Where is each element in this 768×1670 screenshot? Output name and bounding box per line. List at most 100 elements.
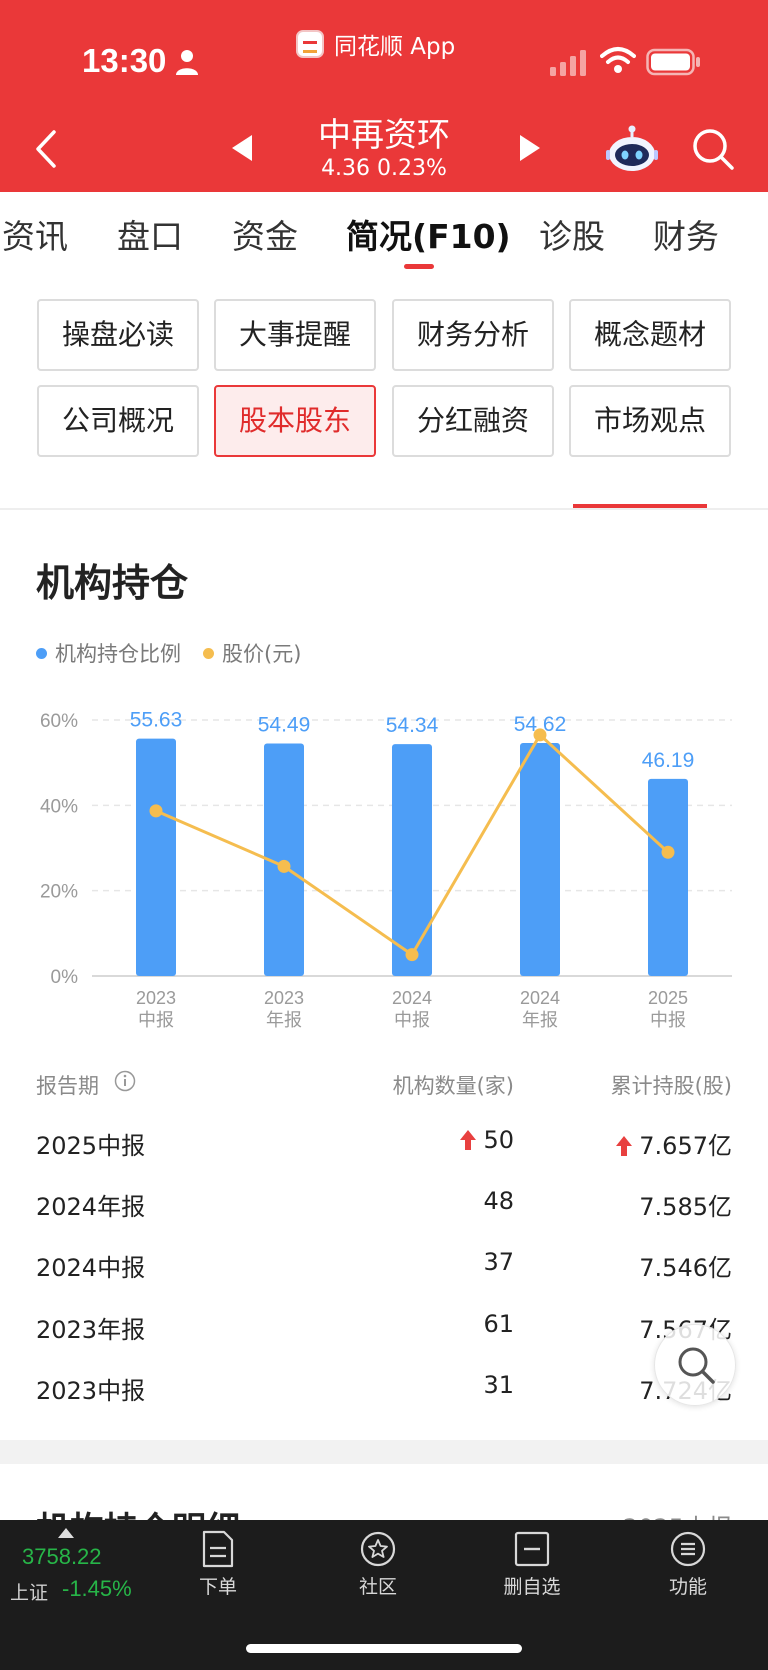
submenu-events[interactable]: 大事提醒 xyxy=(214,299,376,371)
header-period: 报告期 xyxy=(36,1074,99,1098)
submenu-dividends[interactable]: 分红融资 xyxy=(392,385,554,457)
menu-icon xyxy=(670,1531,706,1567)
submenu-concepts[interactable]: 概念题材 xyxy=(569,299,731,371)
cell-period: 2023中报 xyxy=(36,1377,146,1405)
status-bar: 13:30 同花顺 App xyxy=(0,0,768,110)
remove-watchlist-button[interactable]: 删自选 xyxy=(482,1530,582,1599)
search-icon[interactable] xyxy=(690,126,736,172)
cell-count: 37 xyxy=(483,1248,514,1276)
back-icon[interactable] xyxy=(28,124,68,174)
bar xyxy=(392,744,432,976)
bar xyxy=(136,738,176,976)
cell-count-value: 61 xyxy=(483,1310,514,1338)
tab-finance[interactable]: 财务 xyxy=(653,217,719,256)
cell-count-value: 31 xyxy=(483,1371,514,1399)
legend-line-label: 股价(元) xyxy=(222,642,302,666)
x-tick-year: 2024 xyxy=(520,988,560,1008)
index-name: 上证 xyxy=(10,1582,49,1604)
submenu-trading-guide[interactable]: 操盘必读 xyxy=(37,299,199,371)
wifi-icon xyxy=(600,47,636,73)
header-shares: 累计持股(股) xyxy=(610,1074,732,1098)
bar xyxy=(648,778,688,976)
index-value[interactable]: 3758.22 xyxy=(22,1544,102,1569)
price-point xyxy=(405,948,419,962)
app-name: 同花顺 App xyxy=(334,34,456,60)
tab-funds[interactable]: 资金 xyxy=(232,217,298,256)
cell-count: 31 xyxy=(483,1371,514,1399)
table-row[interactable]: 2023中报317.724亿 xyxy=(36,1367,732,1407)
submenu-market-views[interactable]: 市场观点 xyxy=(569,385,731,457)
community-icon xyxy=(360,1531,396,1567)
submenu-company-profile[interactable]: 公司概况 xyxy=(37,385,199,457)
submenu-financial-analysis[interactable]: 财务分析 xyxy=(392,299,554,371)
bar-value-label: 55.63 xyxy=(130,709,183,732)
legend-line: 股价(元) xyxy=(203,638,301,668)
x-tick-year: 2023 xyxy=(136,988,176,1008)
battery-icon xyxy=(646,48,700,76)
cell-count-value: 48 xyxy=(483,1187,514,1215)
robot-assistant-icon[interactable] xyxy=(606,124,658,174)
tab-f10[interactable]: 简况(F10) xyxy=(346,217,511,256)
table-row[interactable]: 2024年报 48 7.585亿 xyxy=(36,1183,732,1223)
functions-button[interactable]: 功能 xyxy=(638,1530,738,1599)
cell-shares-value: 7.585亿 xyxy=(639,1193,732,1221)
table-row[interactable]: 2023年报617.567亿 xyxy=(36,1306,732,1346)
x-tick-year: 2023 xyxy=(264,988,304,1008)
cell-period: 2023年报 xyxy=(36,1316,146,1344)
cell-shares: 7.657亿 xyxy=(615,1126,732,1161)
cell-shares-value: 7.657亿 xyxy=(639,1132,732,1160)
tab-news[interactable]: 资讯 xyxy=(2,217,68,256)
stock-change: 0.23% xyxy=(377,156,447,181)
tab-diagnosis[interactable]: 诊股 xyxy=(539,217,605,256)
home-indicator xyxy=(246,1644,522,1653)
remove-watchlist-icon xyxy=(514,1531,550,1567)
cell-shares-value: 7.546亿 xyxy=(639,1254,732,1282)
cell-count: 50 xyxy=(459,1126,514,1154)
remove-watchlist-label: 删自选 xyxy=(503,1576,561,1598)
holdings-chart: 0% 20% 40% 60% 55.63 54.49 54.34 54.62 46.19 2023… xyxy=(40,709,732,1030)
next-stock-icon[interactable] xyxy=(516,132,544,164)
stock-price: 4.36 xyxy=(321,156,371,181)
x-tick-year: 2025 xyxy=(648,988,688,1008)
floating-search-button[interactable] xyxy=(654,1324,736,1406)
x-tick-period: 年报 xyxy=(522,1010,558,1030)
bar xyxy=(264,743,304,976)
price-point xyxy=(149,804,163,818)
section-divider xyxy=(0,1440,768,1464)
app-header: 13:30 同花顺 App 中再资环 xyxy=(0,0,768,192)
legend-bar-label: 机构持仓比例 xyxy=(55,642,181,666)
tab-bar: 资讯 盘口 资金 简况(F10) 诊股 财务 xyxy=(0,192,768,274)
submenu-shareholders[interactable]: 股本股东 xyxy=(214,385,376,457)
community-label: 社区 xyxy=(358,1576,397,1598)
y-tick-label: 60% xyxy=(40,711,78,732)
table-row[interactable]: 2025中报 50 7.657亿 xyxy=(36,1122,732,1162)
y-tick-label: 20% xyxy=(40,882,78,903)
x-tick-period: 年报 xyxy=(266,1010,302,1030)
bar xyxy=(520,742,560,976)
x-tick-period: 中报 xyxy=(138,1010,174,1030)
status-time: 13:30 xyxy=(82,42,167,79)
up-arrow-icon xyxy=(460,1130,477,1150)
chart-legend: 机构持仓比例 股价(元) xyxy=(36,640,323,666)
index-change: -1.45% xyxy=(62,1576,132,1601)
order-button[interactable]: 下单 xyxy=(168,1530,268,1599)
price-point xyxy=(661,845,675,859)
sub-tab-strip xyxy=(0,470,768,510)
cell-period: 2024年报 xyxy=(36,1193,146,1221)
cell-shares: 7.585亿 xyxy=(639,1187,732,1222)
y-tick-label: 0% xyxy=(51,967,79,988)
stock-quote: 4.36 0.23% xyxy=(284,156,484,181)
price-point xyxy=(277,859,291,873)
functions-label: 功能 xyxy=(668,1576,707,1598)
info-icon[interactable] xyxy=(114,1070,136,1092)
table-row[interactable]: 2024中报 37 7.546亿 xyxy=(36,1244,732,1284)
up-arrow-icon xyxy=(616,1136,633,1156)
prev-stock-icon[interactable] xyxy=(228,132,256,164)
tab-market[interactable]: 盘口 xyxy=(117,217,183,256)
x-tick-year: 2024 xyxy=(392,988,432,1008)
table-header: 报告期 机构数量(家) 累计持股(股) xyxy=(36,1066,732,1100)
community-button[interactable]: 社区 xyxy=(328,1530,428,1599)
order-label: 下单 xyxy=(198,1576,237,1598)
app-badge[interactable]: 同花顺 App xyxy=(296,28,455,60)
legend-bar: 机构持仓比例 xyxy=(36,638,181,668)
